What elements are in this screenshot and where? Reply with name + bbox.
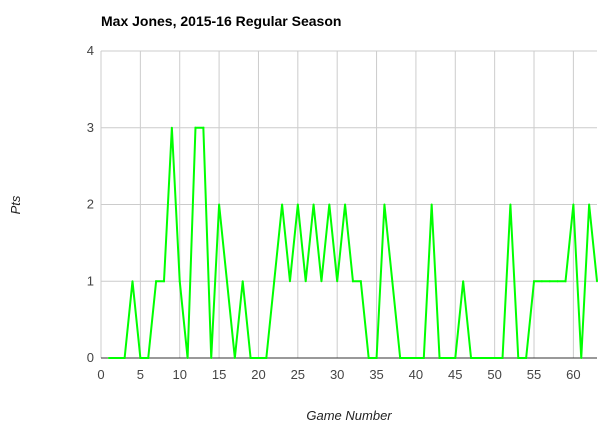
data-point <box>139 357 142 359</box>
data-point <box>115 357 118 359</box>
x-tick-label: 40 <box>409 367 423 382</box>
data-point <box>218 203 221 206</box>
data-point <box>178 280 181 283</box>
data-point <box>572 203 575 206</box>
x-tick-label: 60 <box>566 367 580 382</box>
data-point <box>517 357 520 359</box>
y-tick-label: 0 <box>87 350 94 365</box>
x-tick-label: 35 <box>369 367 383 382</box>
x-tick-label: 25 <box>291 367 305 382</box>
data-point <box>273 280 276 283</box>
data-point <box>596 280 598 283</box>
data-point <box>296 203 299 206</box>
x-tick-label: 45 <box>448 367 462 382</box>
y-axis-title: Pts <box>8 195 23 214</box>
x-tick-label: 55 <box>527 367 541 382</box>
data-point <box>509 203 512 206</box>
data-point <box>422 357 425 359</box>
data-point <box>359 280 362 283</box>
data-point <box>446 357 449 359</box>
x-axis-title: Game Number <box>306 408 392 423</box>
data-point <box>548 280 551 283</box>
data-point <box>525 357 528 359</box>
y-tick-label: 1 <box>87 273 94 288</box>
data-point <box>533 280 536 283</box>
x-tick-label: 0 <box>97 367 104 382</box>
data-point <box>556 280 559 283</box>
data-point <box>225 280 228 283</box>
data-point <box>147 357 150 359</box>
x-tick-label: 10 <box>172 367 186 382</box>
data-point <box>344 203 347 206</box>
data-point <box>351 280 354 283</box>
data-point <box>123 357 126 359</box>
data-point <box>288 280 291 283</box>
data-point <box>304 280 307 283</box>
x-tick-label: 50 <box>487 367 501 382</box>
data-point <box>580 357 583 359</box>
x-axis-ticks: 0 5 10 15 20 25 30 35 40 45 50 55 60 <box>97 367 580 382</box>
data-point <box>312 203 315 206</box>
data-point <box>202 126 205 129</box>
data-point <box>430 203 433 206</box>
data-point <box>328 203 331 206</box>
data-point <box>233 357 236 359</box>
data-point <box>320 280 323 283</box>
y-axis-ticks: 0 1 2 3 4 <box>87 43 94 365</box>
y-tick-label: 3 <box>87 120 94 135</box>
x-tick-label: 30 <box>330 367 344 382</box>
y-tick-label: 4 <box>87 43 94 58</box>
x-tick-label: 5 <box>137 367 144 382</box>
x-tick-label: 15 <box>212 367 226 382</box>
data-point <box>485 357 488 359</box>
data-point <box>399 357 402 359</box>
data-point <box>162 280 165 283</box>
points-series-line <box>108 126 598 359</box>
data-point <box>438 357 441 359</box>
data-point <box>241 280 244 283</box>
data-point <box>564 280 567 283</box>
data-point <box>336 280 339 283</box>
data-point <box>470 357 473 359</box>
data-point <box>414 357 417 359</box>
y-tick-label: 2 <box>87 197 94 212</box>
data-point <box>540 280 543 283</box>
data-point <box>281 203 284 206</box>
data-point <box>107 357 110 359</box>
data-point <box>383 203 386 206</box>
series-layer <box>107 126 598 359</box>
data-point <box>588 203 591 206</box>
data-point <box>265 357 268 359</box>
data-point <box>131 280 134 283</box>
data-point <box>454 357 457 359</box>
data-point <box>155 280 158 283</box>
data-point <box>477 357 480 359</box>
data-point <box>407 357 410 359</box>
data-point <box>249 357 252 359</box>
data-point <box>194 126 197 129</box>
data-point <box>391 280 394 283</box>
data-point <box>186 357 189 359</box>
data-point <box>257 357 260 359</box>
data-point <box>375 357 378 359</box>
data-point <box>367 357 370 359</box>
chart-title: Max Jones, 2015-16 Regular Season <box>101 13 341 29</box>
x-tick-label: 20 <box>251 367 265 382</box>
data-point <box>501 357 504 359</box>
data-point <box>493 357 496 359</box>
data-point <box>210 357 213 359</box>
data-point <box>170 126 173 129</box>
data-point <box>462 280 465 283</box>
